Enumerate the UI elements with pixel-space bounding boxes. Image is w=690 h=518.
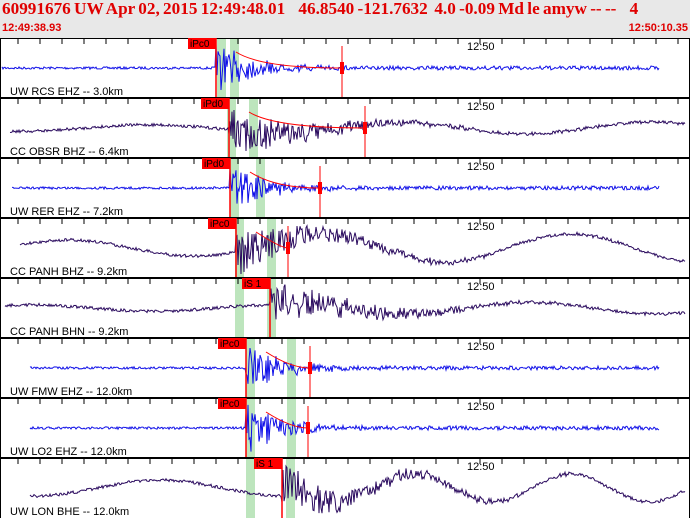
pick-flag[interactable] [201,98,229,109]
pick-flag[interactable] [188,38,216,49]
trace-panel[interactable]: 12:50 iPc0 UW FMW EHZ -- 12.0km [0,337,690,398]
pick-flag[interactable] [254,458,282,469]
trace-panel[interactable]: 12:50 iPd0 UW RER EHZ -- 7.2km [0,157,690,218]
pick-label: iPc0 [220,339,240,350]
trace-panel[interactable]: 12:50 iPc0 CC PANH BHZ -- 9.2km [0,217,690,278]
station-label: UW LO2 EHZ -- 12.0km [10,446,127,458]
minute-label: 12:50 [467,401,495,413]
time-window [246,338,255,398]
pick-flag[interactable] [218,338,246,349]
pick-flag[interactable] [208,218,236,229]
trace-panel[interactable]: 12:50 iS 1 UW LON BHE -- 12.0km [0,457,690,518]
waveform [29,348,660,384]
pick-label: iS 1 [256,459,274,470]
time-window [246,458,255,518]
start-time: 12:49:38.93 [2,22,62,34]
minute-label: 12:50 [467,341,495,353]
trace-panel[interactable]: 12:50 iS 1 CC PANH BHN -- 9.2km [0,277,690,338]
minute-label: 12:50 [467,221,495,233]
time-window [246,398,255,458]
time-window [249,98,258,158]
minute-label: 12:50 [467,281,495,293]
coda-curve [235,51,343,69]
waveform [9,109,686,152]
coda-marker [340,62,344,74]
station-label: UW RCS EHZ -- 3.0km [10,86,123,98]
pick-label: iPc0 [220,399,240,410]
pick-flag[interactable] [218,398,246,409]
minute-label: 12:50 [467,161,495,173]
trace-panel[interactable]: 12:50 iPc0 UW LO2 EHZ -- 12.0km [0,397,690,458]
pick-flag[interactable] [242,278,270,289]
end-time: 12:50:10.35 [628,22,688,34]
time-window [235,218,244,278]
station-label: UW LON BHE -- 12.0km [10,506,129,518]
minute-label: 12:50 [467,101,495,113]
station-label: CC OBSR BHZ -- 6.4km [10,146,129,158]
time-window [230,158,239,218]
waveform [19,224,686,275]
time-window [287,398,296,458]
coda-curve [265,351,311,369]
pick-label: iPc0 [190,39,210,50]
time-window [267,278,276,338]
coda-curve [265,411,309,429]
coda-marker [286,242,290,254]
coda-marker [363,122,367,134]
station-label: UW FMW EHZ -- 12.0km [10,386,132,398]
time-window [217,38,226,98]
coda-marker [308,362,312,374]
coda-marker [318,182,322,194]
pick-label: iPd0 [203,99,223,110]
waveform [29,404,660,452]
pick-flag[interactable] [202,158,230,169]
station-label: CC PANH BHZ -- 9.2km [10,266,127,278]
minute-label: 12:50 [467,41,495,53]
coda-curve [249,171,321,189]
pick-label: iPd0 [204,159,224,170]
seismogram-panels[interactable]: 12:50 iPc0 UW RCS EHZ -- 3.0km 12:50 iPd0 CC … [0,38,690,518]
coda-marker [306,422,310,434]
pick-label: iS 1 [244,279,262,290]
time-window [286,458,295,518]
waveform [1,44,660,91]
trace-panel[interactable]: 12:50 iPd0 CC OBSR BHZ -- 6.4km [0,97,690,158]
trace-panel[interactable]: 12:50 iPc0 UW RCS EHZ -- 3.0km [0,38,690,98]
waveform [4,284,686,322]
event-title: 60991676 UW Apr 02, 2015 12:49:48.01 46.… [2,0,639,18]
station-label: UW RER EHZ -- 7.2km [10,206,123,218]
waveform [29,464,686,514]
coda-curve [248,111,366,129]
time-window [235,278,244,338]
waveform [12,168,660,204]
minute-label: 12:50 [467,461,495,473]
event-header: 60991676 UW Apr 02, 2015 12:49:48.01 46.… [0,0,690,38]
station-label: CC PANH BHN -- 9.2km [10,326,128,338]
time-window [230,38,239,98]
pick-label: iPc0 [210,219,230,230]
